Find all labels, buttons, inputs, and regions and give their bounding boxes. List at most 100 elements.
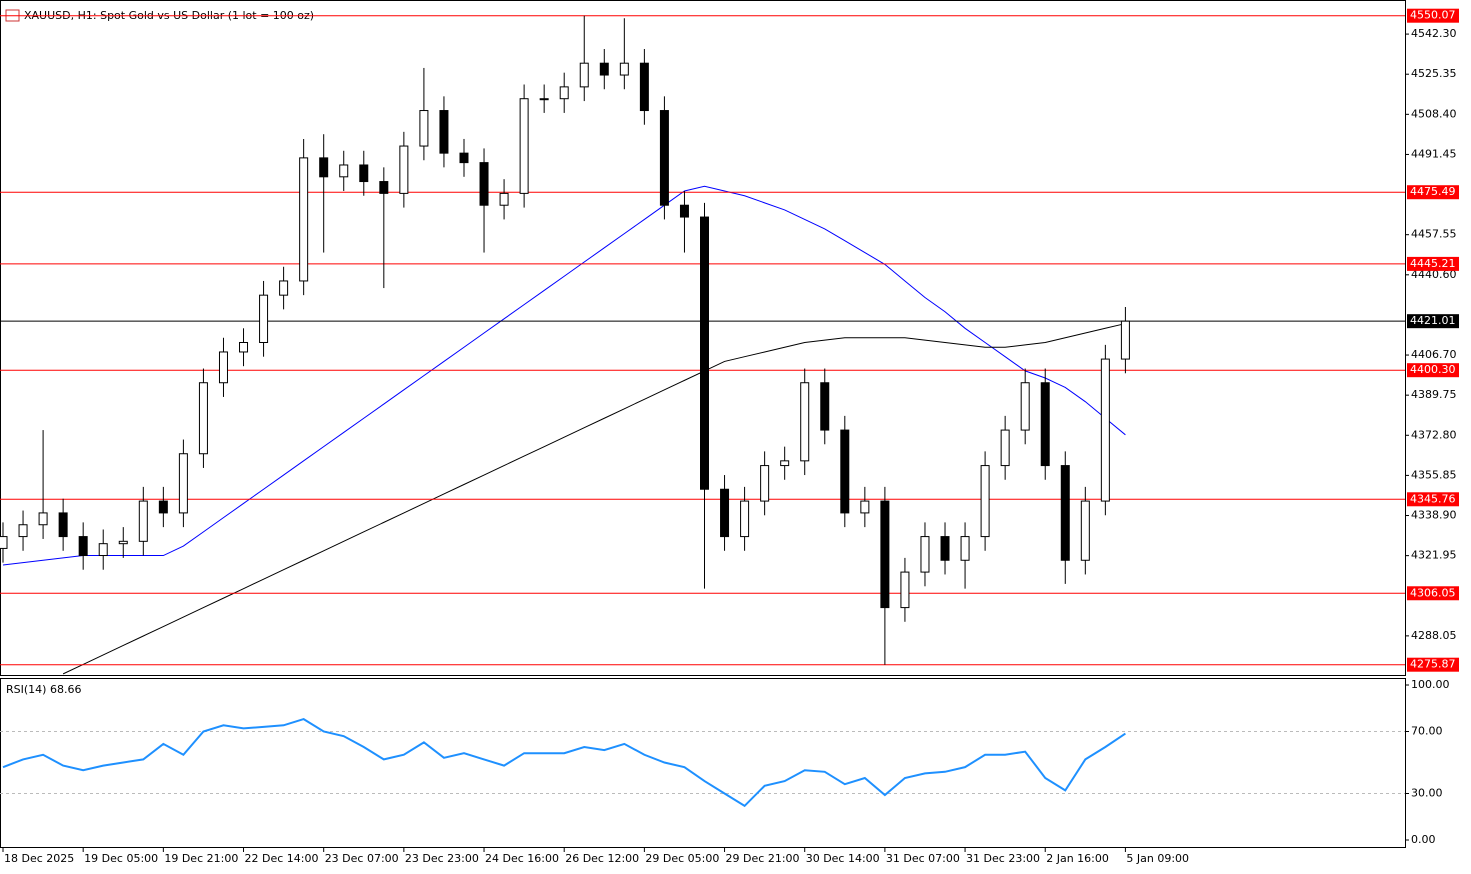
- level-tag: [1407, 363, 1459, 378]
- x-tick-label: 5 Jan 09:00: [1126, 852, 1189, 865]
- candle-body: [559, 86, 569, 100]
- rsi-line: [2, 718, 1126, 808]
- candle-body: [840, 429, 850, 514]
- candle-body: [459, 152, 469, 164]
- y-tick-label: 4491.45: [1411, 147, 1457, 160]
- candle-body: [1040, 382, 1050, 467]
- candle-body: [599, 62, 609, 76]
- candle-body: [78, 536, 88, 557]
- candle-body: [940, 536, 950, 561]
- level-label: 4275.87: [1410, 658, 1456, 671]
- candle-body: [18, 524, 28, 538]
- x-tick-label: 26 Dec 12:00: [565, 852, 639, 865]
- candle-body: [58, 512, 68, 538]
- candle-body: [259, 294, 269, 343]
- candle-body: [158, 500, 168, 514]
- y-tick-label: 4389.75: [1411, 388, 1457, 401]
- candle-body: [619, 62, 629, 76]
- candle-body: [38, 512, 48, 526]
- y-tick-label: 4372.80: [1411, 428, 1457, 441]
- level-tag: [1407, 256, 1459, 271]
- x-tick-label: 22 Dec 14:00: [245, 852, 319, 865]
- candle-body: [780, 460, 790, 467]
- rsi-pane: [0, 678, 1406, 848]
- candle-body: [239, 341, 249, 353]
- candle-body: [1060, 465, 1070, 561]
- y-tick-label: 4355.85: [1411, 468, 1457, 481]
- candle-body: [1080, 500, 1090, 561]
- candle-body: [1000, 429, 1010, 467]
- candle-body: [279, 280, 289, 296]
- y-tick-label: 4288.05: [1411, 629, 1457, 642]
- candle-body: [359, 164, 369, 183]
- candle-body: [900, 571, 910, 609]
- last-price-label: 4421.01: [1410, 314, 1456, 327]
- last-price-tag: [1407, 314, 1459, 329]
- x-tick-label: 2 Jan 16:00: [1046, 852, 1109, 865]
- candle-body: [679, 204, 689, 218]
- level-label: 4345.76: [1410, 492, 1456, 505]
- candle-body: [198, 382, 208, 455]
- level-label: 4550.07: [1410, 9, 1456, 22]
- y-tick-label: 4508.40: [1411, 107, 1457, 120]
- candle-body: [579, 62, 589, 88]
- rsi-tick-label: 0.00: [1411, 833, 1436, 846]
- moving-average: [62, 323, 1126, 675]
- candle-body: [820, 382, 830, 431]
- candle-body: [479, 162, 489, 206]
- y-tick-label: 4457.55: [1411, 228, 1457, 241]
- level-label: 4400.30: [1410, 363, 1456, 376]
- candle-body: [1020, 382, 1030, 431]
- x-tick-label: 18 Dec 2025: [4, 852, 74, 865]
- candle-body: [118, 540, 128, 545]
- candle-body: [740, 500, 750, 538]
- candle-body: [98, 543, 108, 557]
- candle-body: [920, 536, 930, 573]
- y-tick-label: 4440.60: [1411, 268, 1457, 281]
- x-tick-label: 23 Dec 23:00: [405, 852, 479, 865]
- candle-body: [880, 500, 890, 609]
- rsi-label: RSI(14) 68.66: [6, 683, 81, 696]
- level-label: 4445.21: [1410, 257, 1456, 270]
- x-tick-label: 31 Dec 23:00: [966, 852, 1040, 865]
- moving-average: [2, 185, 1126, 566]
- candle-body: [499, 192, 509, 206]
- level-label: 4475.49: [1410, 185, 1456, 198]
- candle-body: [399, 145, 409, 194]
- y-tick-label: 4321.95: [1411, 549, 1457, 562]
- x-tick-label: 24 Dec 16:00: [485, 852, 559, 865]
- candle-body: [0, 536, 8, 549]
- x-tick-label: 30 Dec 14:00: [806, 852, 880, 865]
- rsi-tick-label: 30.00: [1411, 787, 1443, 800]
- level-tag: [1407, 492, 1459, 507]
- x-tick-label: 29 Dec 21:00: [726, 852, 800, 865]
- candle-body: [800, 382, 810, 462]
- y-tick-label: 4406.70: [1411, 348, 1457, 361]
- rsi-tick-label: 70.00: [1411, 725, 1443, 738]
- level-label: 4306.05: [1410, 586, 1456, 599]
- level-tag: [1407, 657, 1459, 672]
- candle-body: [760, 465, 770, 502]
- candle-body: [960, 536, 970, 561]
- x-tick-label: 31 Dec 07:00: [886, 852, 960, 865]
- candle-body: [539, 98, 549, 101]
- candle-body: [639, 62, 649, 112]
- candle-body: [419, 110, 429, 147]
- candle-body: [299, 157, 309, 282]
- candle-body: [379, 181, 389, 194]
- candle-body: [1100, 358, 1110, 502]
- x-tick-label: 19 Dec 05:00: [84, 852, 158, 865]
- y-tick-label: 4338.90: [1411, 509, 1457, 522]
- candle-body: [1120, 320, 1130, 360]
- x-tick-label: 19 Dec 21:00: [164, 852, 238, 865]
- x-tick-label: 23 Dec 07:00: [325, 852, 399, 865]
- candle-body: [980, 465, 990, 538]
- candle-body: [700, 216, 710, 490]
- level-tag: [1407, 185, 1459, 200]
- candle-body: [138, 500, 148, 542]
- main-pane: [0, 0, 1406, 676]
- candle-body: [218, 351, 228, 384]
- level-tag: [1407, 586, 1459, 601]
- x-tick-label: 29 Dec 05:00: [645, 852, 719, 865]
